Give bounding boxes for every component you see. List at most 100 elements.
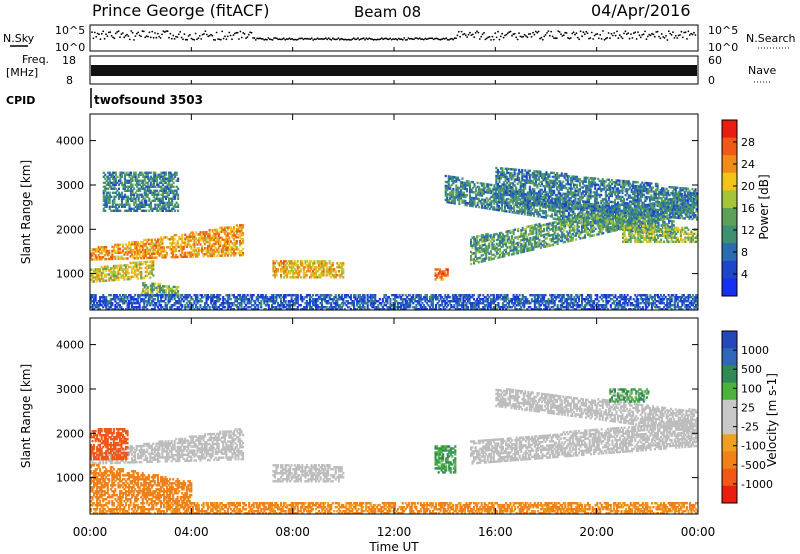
power-cell (201, 300, 204, 303)
power-cell (684, 300, 687, 303)
power-cell (667, 298, 670, 301)
power-cell (315, 306, 318, 309)
power-cell (154, 171, 157, 174)
nave-axis-bottom: 0 (708, 74, 715, 87)
power-cell (112, 308, 115, 310)
power-cell (318, 260, 321, 263)
power-cell (482, 182, 485, 186)
power-cell (342, 304, 345, 307)
power-cell (231, 246, 234, 249)
power-cell (404, 298, 407, 301)
power-cell (260, 302, 263, 305)
nsky-point (319, 38, 322, 40)
power-cell (623, 302, 626, 305)
power-cell (235, 224, 238, 227)
power-cell (116, 181, 119, 184)
power-cell (105, 197, 108, 200)
power-cell (513, 205, 516, 208)
power-cell (191, 306, 194, 309)
power-cell (520, 308, 523, 310)
power-cell (130, 177, 133, 180)
power-cell (137, 302, 140, 305)
power-cell (316, 262, 319, 265)
power-cell (548, 206, 551, 210)
power-cell (202, 253, 205, 256)
power-cell (242, 224, 245, 227)
power-cell (210, 298, 213, 301)
power-cell (239, 294, 242, 297)
power-cell (470, 190, 473, 194)
power-cell (93, 258, 96, 261)
power-cell (458, 198, 461, 202)
power-cell (461, 195, 464, 198)
power-cell (111, 191, 114, 194)
power-cell (105, 193, 108, 196)
power-cell (429, 300, 432, 303)
power-cell (240, 308, 243, 310)
power-cell (327, 272, 330, 275)
power-cell (339, 308, 342, 310)
power-cell (424, 296, 427, 299)
power-cell (468, 298, 471, 301)
nsky-point (394, 37, 397, 40)
power-cell (666, 302, 669, 305)
power-cell (687, 298, 690, 301)
power-cell (310, 308, 313, 310)
power-cell (508, 208, 511, 211)
power-cell (327, 294, 330, 297)
power-cell (690, 296, 693, 299)
power-cell (330, 298, 333, 301)
power-cell (116, 193, 119, 196)
power-cell (311, 262, 314, 265)
power-cell (142, 185, 145, 188)
power-cell (191, 237, 194, 240)
power-cell (150, 266, 153, 269)
power-cell (424, 298, 427, 301)
power-cell (395, 306, 398, 309)
power-cell (432, 306, 435, 309)
nsky-point (121, 32, 124, 34)
power-cell (126, 306, 129, 309)
power-cell (451, 298, 454, 301)
power-cell (174, 203, 177, 206)
power-cell (131, 298, 134, 301)
power-cell (442, 298, 445, 301)
nsky-point (599, 34, 602, 36)
power-cell (196, 306, 199, 309)
power-cell (163, 177, 166, 180)
power-cell (548, 196, 551, 200)
nsky-point (481, 33, 484, 36)
power-cell (482, 206, 485, 209)
power-cell (398, 296, 401, 299)
power-cell (386, 306, 389, 309)
power-cell (127, 181, 130, 184)
power-cell (453, 196, 456, 199)
power-cell (174, 291, 177, 295)
power-cell (169, 179, 172, 182)
power-cell (113, 187, 116, 190)
power-cell (289, 270, 292, 273)
power-cell (251, 308, 254, 310)
power-cell (179, 243, 182, 247)
power-cell (322, 260, 325, 263)
power-cell (144, 306, 147, 309)
power-cell (204, 237, 207, 240)
power-cell (175, 300, 178, 303)
power-cell (175, 191, 178, 194)
power-cell (188, 308, 191, 310)
power-cell (143, 294, 146, 297)
power-cell (486, 298, 489, 301)
power-cell (211, 234, 214, 238)
power-cell (146, 195, 149, 198)
power-cell (481, 192, 484, 195)
power-cell (129, 251, 132, 254)
power-cell (284, 302, 287, 305)
power-cell (93, 248, 96, 251)
power-cell (172, 253, 175, 257)
power-cell (181, 251, 184, 255)
power-cell (272, 296, 275, 299)
power-cell (102, 197, 105, 200)
power-cell (179, 247, 182, 251)
power-cell (319, 308, 322, 310)
power-cell (135, 308, 138, 310)
